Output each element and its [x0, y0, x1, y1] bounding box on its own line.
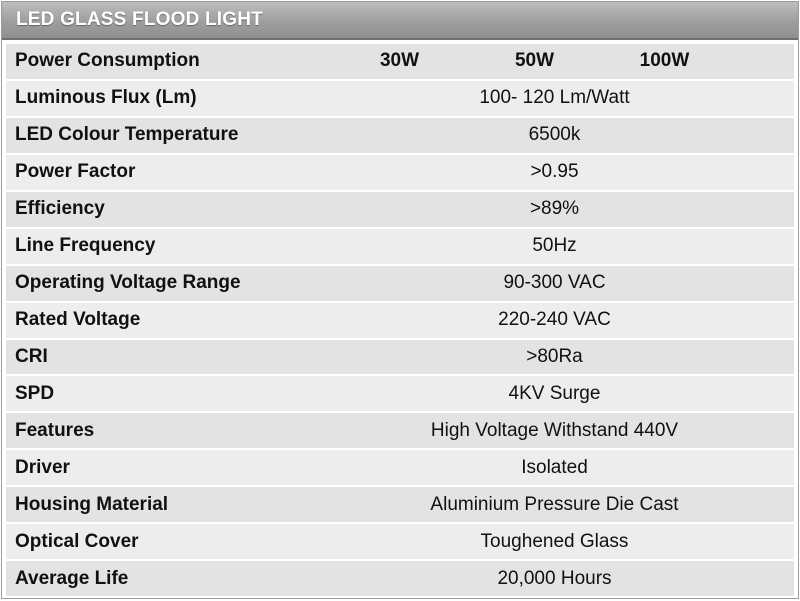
spec-value: 4KV Surge — [508, 382, 601, 404]
spec-label: Driver — [15, 456, 70, 478]
table-row: Line Frequency 50Hz — [6, 226, 794, 264]
spec-value: Aluminium Pressure Die Cast — [430, 493, 679, 515]
table-row: Efficiency >89% — [6, 189, 794, 227]
title-bar: LED GLASS FLOOD LIGHT — [2, 2, 798, 40]
spec-label: Housing Material — [15, 493, 169, 515]
spec-label: LED Colour Temperature — [15, 124, 239, 146]
spec-value: High Voltage Withstand 440V — [430, 419, 679, 441]
spec-value: >89% — [529, 198, 580, 220]
spec-label: Line Frequency — [15, 235, 156, 257]
table-row: Housing Material Aluminium Pressure Die … — [6, 485, 794, 523]
spec-value: Toughened Glass — [480, 530, 629, 552]
spec-table: Power Consumption 30W 50W 100W Luminous … — [6, 42, 794, 597]
table-row: SPD 4KV Surge — [6, 374, 794, 412]
wattage-options: 30W 50W 100W — [355, 50, 794, 72]
spec-label: Optical Cover — [15, 530, 139, 552]
wattage-50w: 50W — [514, 50, 555, 72]
table-row: Operating Voltage Range 90-300 VAC — [6, 263, 794, 301]
spec-value: >80Ra — [526, 345, 583, 367]
spec-value: Isolated — [521, 456, 588, 478]
spec-value: 100- 120 Lm/Watt — [479, 87, 630, 109]
spec-label: Rated Voltage — [15, 309, 141, 331]
spec-value: 90-300 VAC — [503, 272, 606, 294]
spec-value: 20,000 Hours — [497, 567, 612, 589]
spec-label: Efficiency — [15, 198, 105, 220]
spec-label: Luminous Flux (Lm) — [15, 87, 197, 109]
table-row: LED Colour Temperature 6500k — [6, 115, 794, 153]
spec-value: >0.95 — [530, 161, 579, 183]
spec-label: Operating Voltage Range — [15, 272, 241, 294]
table-row: Luminous Flux (Lm) 100- 120 Lm/Watt — [6, 78, 794, 116]
spec-label: CRI — [15, 345, 48, 367]
spec-label: Average Life — [15, 567, 129, 589]
spec-label: Power Consumption — [15, 50, 200, 72]
table-row: Driver Isolated — [6, 448, 794, 486]
table-row-power-consumption: Power Consumption 30W 50W 100W — [6, 42, 794, 79]
wattage-100w: 100W — [639, 50, 690, 72]
spec-label: SPD — [15, 382, 55, 404]
table-row: Features High Voltage Withstand 440V — [6, 411, 794, 449]
table-row: Average Life 20,000 Hours — [6, 559, 794, 597]
spec-value: 50Hz — [532, 235, 577, 257]
spec-value: 6500k — [528, 124, 581, 146]
table-row: Optical Cover Toughened Glass — [6, 522, 794, 560]
spec-value: 220-240 VAC — [498, 309, 611, 331]
page-title: LED GLASS FLOOD LIGHT — [16, 9, 263, 30]
table-row: Rated Voltage 220-240 VAC — [6, 300, 794, 338]
table-row: Power Factor >0.95 — [6, 152, 794, 190]
spec-label: Power Factor — [15, 161, 136, 183]
wattage-30w: 30W — [379, 50, 420, 72]
spec-label: Features — [15, 419, 95, 441]
table-row: CRI >80Ra — [6, 337, 794, 375]
